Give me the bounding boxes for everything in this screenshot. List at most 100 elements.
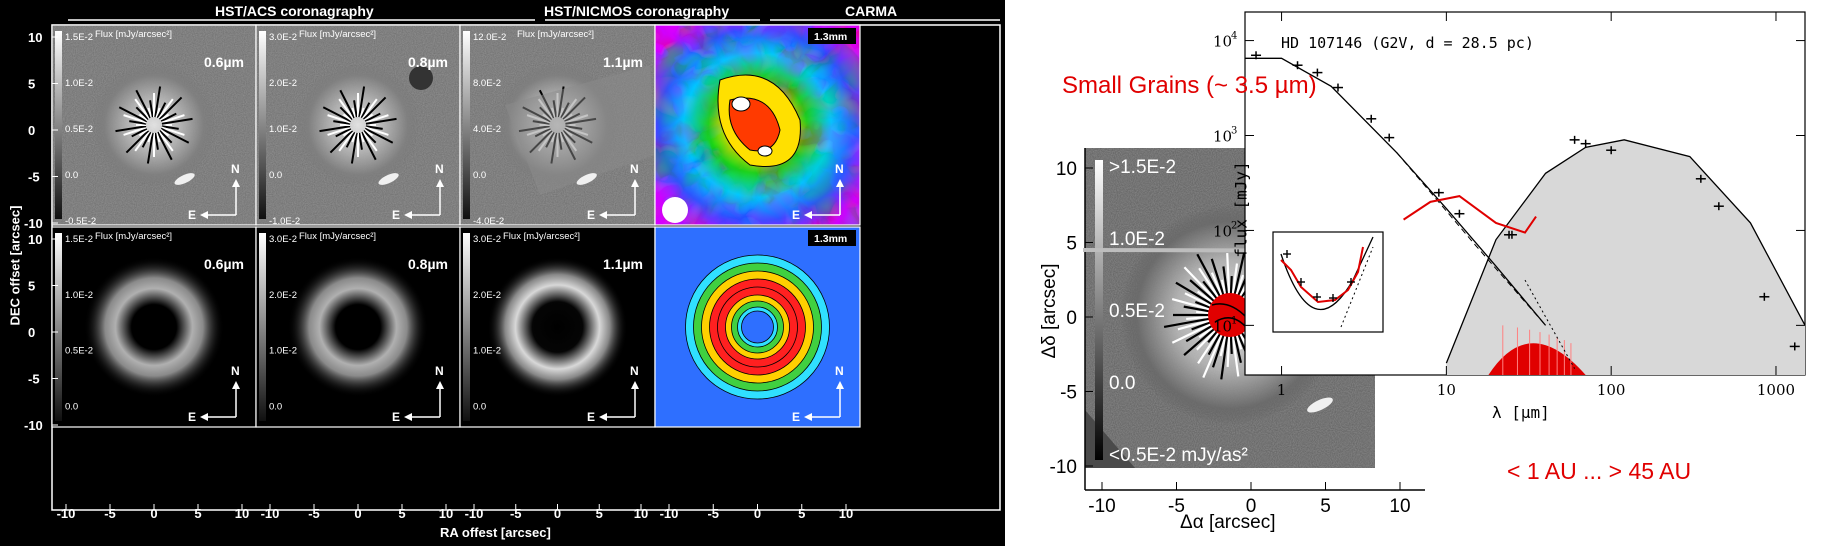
background-galaxy — [378, 173, 399, 185]
colorbar-tick-label: 0.5E-2 — [1109, 301, 1165, 322]
x-tick-label: -5 — [707, 506, 719, 521]
sed-y-tick-exponent: 1 — [1231, 315, 1237, 326]
y-tick-label: -5 — [28, 372, 40, 387]
x-tick-label: -5 — [308, 506, 320, 521]
colorbar-tick-label: 0.0 — [269, 170, 282, 181]
colorbar-tick-label: 0.0 — [1109, 373, 1135, 394]
x-tick-label: 5 — [798, 506, 805, 521]
background-galaxy — [1307, 397, 1333, 413]
colorbar-tick-label: -4.0E-2 — [473, 216, 504, 227]
sed-y-tick-exponent: 3 — [1231, 126, 1237, 137]
compass-east-label: E — [188, 208, 196, 222]
colorbar — [259, 31, 266, 219]
x-tick-label: 10 — [839, 506, 853, 521]
flux-unit-label: Flux [mJy/arcsec²] — [95, 29, 172, 40]
colorbar-tick-label: <0.5E-2 mJy/as² — [1109, 445, 1248, 466]
sed-y-tick-exponent: 2 — [1231, 220, 1237, 231]
y-tick-label: 5 — [28, 77, 35, 92]
sed-x-tick-label: 1000 — [1757, 381, 1795, 399]
y-tick-label: -5 — [28, 170, 40, 185]
panel-obs-1: 3.0E-2 2.0E-2 1.0E-2 0.0 -1.0E-2 Flux [mJy/ar… — [255, 24, 461, 227]
compass-east-label: E — [188, 410, 196, 424]
colorbar-tick-label: >1.5E-2 — [1109, 157, 1176, 178]
wavelength-label: 1.3mm — [814, 233, 847, 245]
colorbar-tick-label: 0.0 — [473, 170, 486, 181]
left-figure: 1.5E-2 1.0E-2 0.5E-2 0.0 -0.5E-2 Flux [mJy/ar… — [0, 0, 1005, 546]
y-tick-label: -10 — [24, 418, 43, 433]
compass-east-label: E — [792, 208, 800, 222]
colorbar-tick-label: -0.5E-2 — [65, 216, 96, 227]
y-tick-label: 10 — [28, 232, 42, 247]
x-tick-label: -10 — [57, 506, 76, 521]
irs-spectrum — [1403, 195, 1537, 234]
small-grains-title: Small Grains (~ 3.5 µm) — [1062, 72, 1317, 99]
x-tick-label: 5 — [1320, 496, 1331, 517]
colorbar-tick-label: 12.0E-2 — [473, 32, 506, 43]
x-tick-label: 0 — [354, 506, 361, 521]
y-tick-label: -10 — [24, 216, 43, 231]
cold-dust-fill — [1446, 139, 1805, 375]
x-tick-label: 0 — [150, 506, 157, 521]
colorbar-tick-label: 4.0E-2 — [473, 124, 501, 135]
x-tick-label: 0 — [554, 506, 561, 521]
colorbar-tick-label: 1.0E-2 — [269, 346, 297, 357]
sed-model-line — [1445, 139, 1806, 364]
x-tick-label: 10 — [634, 506, 648, 521]
colorbar-tick-label: 3.0E-2 — [269, 234, 297, 245]
x-tick-label: -10 — [465, 506, 484, 521]
compass-north-label: N — [630, 162, 639, 176]
compass-north-label: N — [835, 162, 844, 176]
acs-group-title: HST/ACS coronagraphy — [215, 3, 374, 19]
x-tick-label: 5 — [596, 506, 603, 521]
sed-y-tick-label: 10 — [1213, 128, 1232, 146]
colorbar — [463, 233, 470, 421]
x-tick-label: 5 — [398, 506, 405, 521]
colorbar — [55, 233, 62, 421]
compass-east-label: E — [392, 410, 400, 424]
x-tick-label: -5 — [1168, 496, 1185, 517]
right-image-axes: 10 5 0 -5 -10 -10 -5 0 5 10 >1.5E-2 1.0E-2 0.5E-2 0.0… — [1050, 148, 1425, 517]
sed-model-line — [1245, 57, 1547, 326]
y-tick-label: 5 — [28, 279, 35, 294]
sed-inset — [1272, 231, 1384, 333]
x-tick-label: -5 — [510, 506, 522, 521]
colorbar-tick-label: 2.0E-2 — [269, 290, 297, 301]
right-x-axis-label: Δα [arcsec] — [1180, 512, 1276, 533]
colorbar-tick-label: 1.5E-2 — [65, 234, 93, 245]
colorbar-tick-label: 2.0E-2 — [269, 78, 297, 89]
x-tick-label: -10 — [261, 506, 280, 521]
beam-marker — [662, 197, 688, 223]
y-tick-label: 10 — [28, 30, 42, 45]
panel-model-0: 1.5E-2 1.0E-2 0.5E-2 0.0 Flux [mJy/arcsec²] 0… — [51, 226, 257, 428]
wavelength-label: 0.6µm — [204, 256, 244, 272]
sed-y-axis-label: flux [mJy] — [1231, 161, 1251, 258]
x-tick-label: 10 — [439, 506, 453, 521]
x-tick-label: -5 — [104, 506, 116, 521]
carma-group-title: CARMA — [845, 3, 898, 19]
wavelength-label: 1.1µm — [603, 54, 643, 70]
compass-east-label: E — [392, 208, 400, 222]
colorbar-tick-label: 0.0 — [473, 401, 486, 412]
right-figure: 10 5 0 -5 -10 -10 -5 0 5 10 >1.5E-2 1.0E-2 0.5E-2 0.0… — [1005, 0, 1822, 546]
left-x-axis-label: RA offest [arcsec] — [440, 525, 551, 540]
x-tick-label: 0 — [1246, 496, 1257, 517]
colorbar-tick-label: 0.0 — [65, 170, 78, 181]
compass-north-label: N — [231, 162, 240, 176]
y-tick-label: 0 — [1066, 308, 1077, 329]
compass-north-label: N — [835, 364, 844, 378]
wavelength-label: 0.8µm — [408, 54, 448, 70]
x-tick-label: 10 — [1389, 496, 1410, 517]
sed-x-tick-label: 100 — [1597, 381, 1626, 399]
compass-east-label: E — [587, 208, 595, 222]
panel-obs-0: 1.5E-2 1.0E-2 0.5E-2 0.0 -0.5E-2 Flux [mJy/ar… — [51, 24, 257, 227]
colorbar-tick-label: 0.0 — [269, 401, 282, 412]
background-galaxy — [576, 173, 597, 185]
colorbar-tick-label: 0.5E-2 — [65, 124, 93, 135]
right-figure-canvas: 10 5 0 -5 -10 -10 -5 0 5 10 >1.5E-2 1.0E-2 0.5E-2 0.0… — [1050, 11, 1806, 517]
nicmos-group-title: HST/NICMOS coronagraphy — [544, 3, 730, 19]
colorbar-tick-label: -1.0E-2 — [269, 216, 300, 227]
wavelength-label: 0.6µm — [204, 54, 244, 70]
sed-x-tick-label: 1 — [1277, 381, 1287, 399]
left-y-axis-label: DEC offset [arcsec] — [7, 205, 23, 326]
